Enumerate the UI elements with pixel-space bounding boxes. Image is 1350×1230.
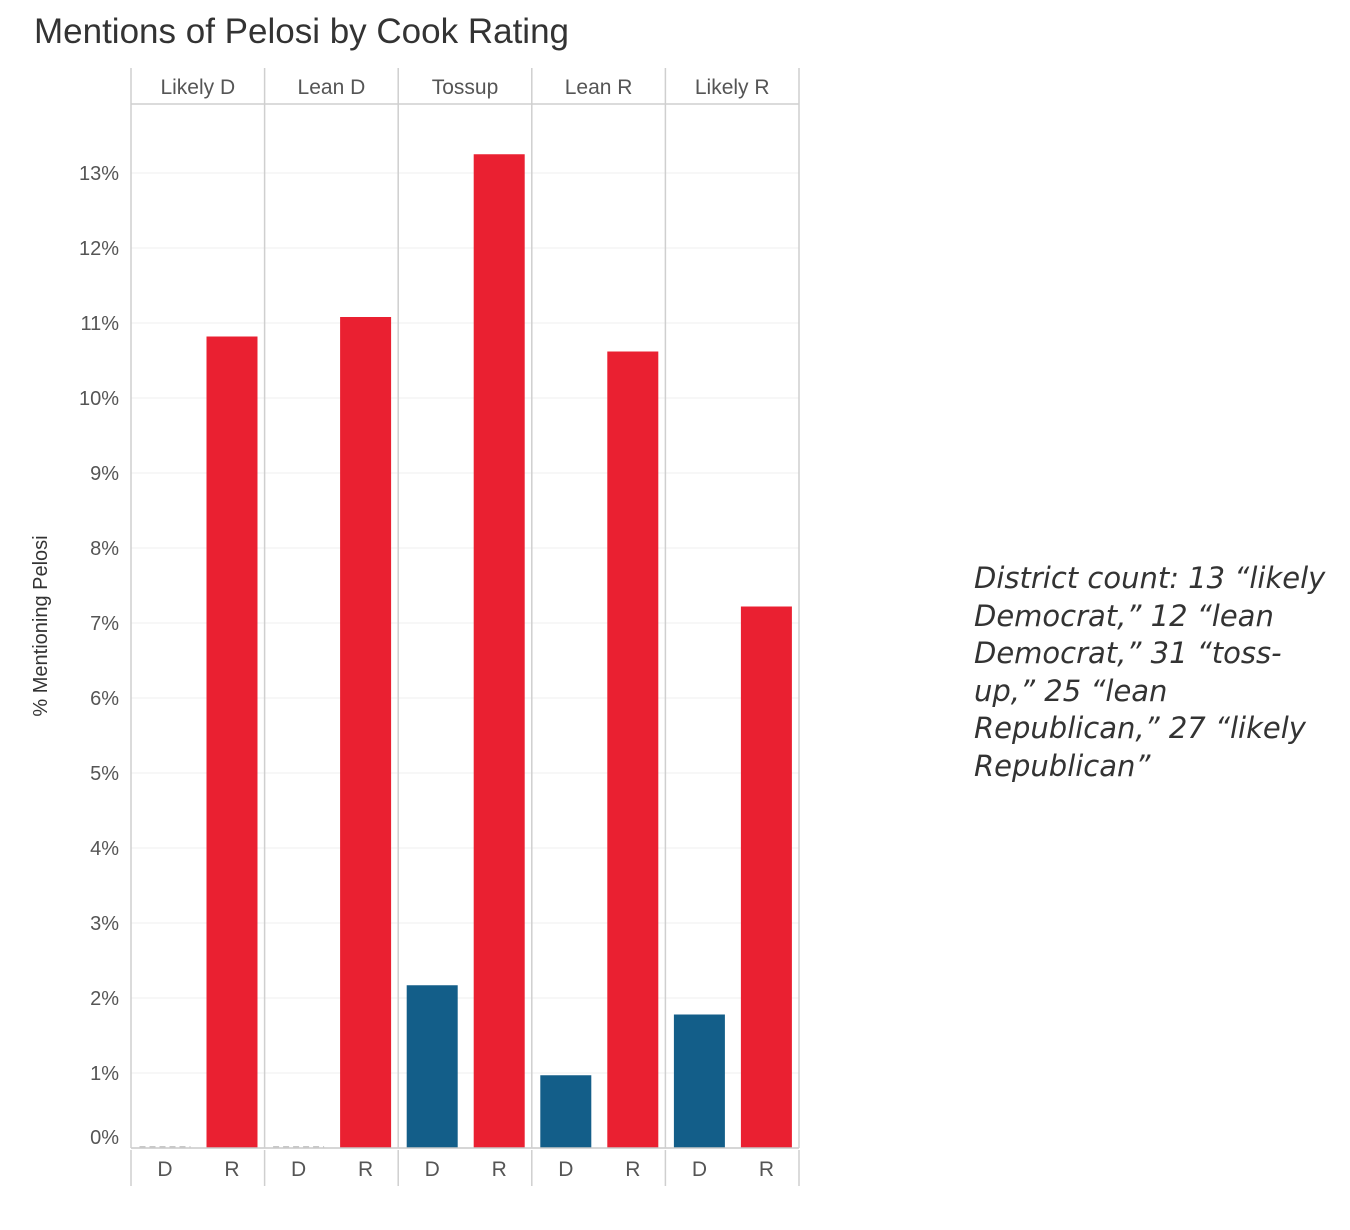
y-tick-label: 0%	[90, 1127, 119, 1149]
y-tick-label: 4%	[90, 838, 119, 860]
party-label: R	[358, 1158, 373, 1181]
bar-d	[406, 985, 458, 1148]
y-tick-label: 13%	[79, 163, 119, 185]
y-axis-label: % Mentioning Pelosi	[30, 535, 52, 716]
panel-header-label: Tossup	[432, 76, 499, 99]
y-tick-label: 9%	[90, 463, 119, 485]
party-label: R	[492, 1158, 507, 1181]
chart-title: Mentions of Pelosi by Cook Rating	[34, 12, 569, 51]
party-label: R	[625, 1158, 640, 1181]
y-tick-label: 5%	[90, 763, 119, 785]
bar-r	[473, 154, 525, 1148]
district-count-annotation: District count: 13 “likely Democrat,” 12…	[974, 561, 1326, 783]
bar-d	[673, 1014, 725, 1148]
party-label: D	[291, 1158, 306, 1181]
panel-header-label: Likely D	[160, 76, 235, 99]
axis-labels: 0% 1% 2% 3% 4% 5% 6% 7% 8% 9% 10% 11% 12% 13% % Mentio…	[30, 76, 774, 1181]
party-label: R	[224, 1158, 239, 1181]
party-label: D	[558, 1158, 573, 1181]
y-tick-label: 8%	[90, 538, 119, 560]
bar-r	[340, 317, 392, 1148]
y-tick-label: 1%	[90, 1063, 119, 1085]
y-tick-label: 2%	[90, 988, 119, 1010]
y-tick-label: 11%	[80, 313, 119, 335]
bar-r	[206, 336, 258, 1148]
bar-r	[740, 606, 792, 1148]
y-tick-label: 7%	[90, 613, 119, 635]
panel-header-label: Lean D	[298, 76, 366, 99]
party-label: D	[425, 1158, 440, 1181]
y-tick-label: 6%	[90, 688, 119, 710]
bar-r	[607, 351, 659, 1148]
y-tick-label: 10%	[79, 388, 119, 410]
bars	[139, 154, 792, 1148]
party-label: D	[692, 1158, 707, 1181]
party-label: R	[759, 1158, 774, 1181]
panel-header-label: Lean R	[565, 76, 633, 99]
y-tick-label: 12%	[79, 238, 119, 260]
panel-frames	[130, 68, 800, 1186]
y-tick-label: 3%	[90, 913, 119, 935]
panel-header-label: Likely R	[695, 76, 770, 99]
party-label: D	[157, 1158, 172, 1181]
bar-d	[540, 1075, 592, 1148]
